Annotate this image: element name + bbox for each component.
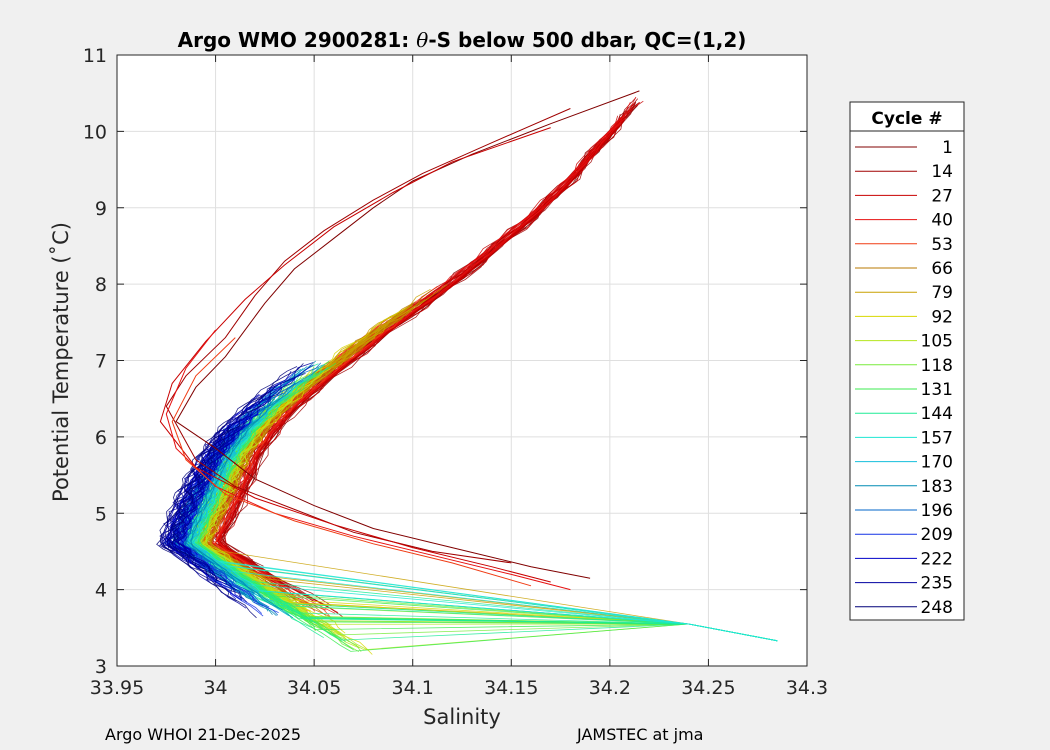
- legend-entry-label: 222: [921, 549, 953, 569]
- y-tick-label: 4: [95, 580, 107, 602]
- legend-entry-label: 1: [942, 138, 953, 158]
- y-tick-label: 5: [95, 503, 107, 525]
- legend-entry-label: 105: [921, 332, 953, 352]
- legend-title: Cycle #: [871, 109, 942, 129]
- profile-line: [181, 416, 254, 555]
- profile-line: [206, 319, 778, 642]
- legend-entries: 1 14 27 40 53 66 79 92 105 118 131 144 157 170 183 196 2…: [855, 138, 953, 618]
- title-prefix: Argo WMO 2900281:: [178, 28, 417, 52]
- profile-line: [192, 412, 269, 593]
- profile-line: [159, 416, 234, 569]
- legend-entry-label: 14: [931, 162, 953, 182]
- profile-curves: [156, 90, 778, 655]
- legend-entry-label: 144: [921, 404, 953, 424]
- profile-line: [205, 368, 331, 609]
- legend-entry-label: 27: [931, 186, 953, 206]
- profile-line: [164, 385, 276, 562]
- profile-line: [218, 293, 441, 556]
- title-suffix: -S below 500 dbar, QC=(1,2): [428, 28, 746, 52]
- y-tick-label: 11: [83, 45, 107, 67]
- profile-line: [177, 429, 238, 585]
- profile-line: [199, 422, 346, 642]
- x-tick-label: 34.2: [589, 677, 631, 699]
- grid-lines: [117, 55, 807, 666]
- profile-line: [171, 428, 234, 581]
- y-tick-label: 10: [83, 121, 107, 143]
- footer-left-credit: Argo WHOI 21-Dec-2025: [105, 725, 302, 744]
- profile-line: [190, 398, 294, 619]
- series-line-53: [171, 337, 532, 587]
- legend-entry-label: 40: [931, 211, 953, 231]
- legend-box: [849, 101, 965, 621]
- legend-entry-label: 170: [921, 453, 953, 473]
- y-axis-label: Potential Temperature (˚C): [49, 222, 73, 502]
- legend-entry-label: 66: [931, 259, 953, 279]
- legend-entry-label: 131: [921, 380, 953, 400]
- title-symbol: θ: [416, 28, 428, 52]
- x-tick-label: 34: [203, 677, 227, 699]
- profile-line: [173, 377, 296, 603]
- legend-entry-label: 53: [931, 235, 953, 255]
- profile-line: [191, 375, 778, 642]
- series-line-1: [175, 90, 640, 579]
- footer-right-credit: JAMSTEC at jma: [577, 725, 704, 744]
- x-axis-ticks: 33.95 34 34.05 34.1 34.15 34.2 34.25 34.3: [90, 55, 828, 699]
- profile-line: [205, 382, 332, 626]
- legend-entry-label: 92: [931, 307, 953, 327]
- legend-entry-label: 196: [921, 501, 953, 521]
- x-tick-label: 34.3: [786, 677, 828, 699]
- x-tick-label: 33.95: [90, 677, 144, 699]
- y-tick-label: 8: [95, 274, 107, 296]
- profile-line: [197, 422, 778, 642]
- series-line-40: [165, 329, 571, 591]
- chart-title: Argo WMO 2900281: θ-S below 500 dbar, QC…: [178, 28, 747, 52]
- series-line-27: [159, 127, 551, 583]
- profile-line: [164, 429, 237, 602]
- legend-entry-label: 183: [921, 477, 953, 497]
- y-tick-label: 7: [95, 351, 107, 373]
- x-tick-label: 34.1: [392, 677, 434, 699]
- legend: Cycle # 1 14 27 40 53 66 79 92 105 118 131 144 157 17…: [849, 101, 965, 621]
- x-axis-label: Salinity: [423, 705, 501, 729]
- x-tick-label: 34.05: [287, 677, 341, 699]
- legend-entry-label: 157: [921, 428, 953, 448]
- x-tick-label: 34.15: [484, 677, 538, 699]
- y-tick-label: 6: [95, 427, 107, 449]
- legend-entry-label: 79: [931, 283, 953, 303]
- y-axis-ticks: 3 4 5 6 7 8 9 10 11: [83, 45, 807, 678]
- y-tick-label: 3: [95, 656, 107, 678]
- legend-entry-label: 235: [921, 574, 953, 594]
- legend-entry-label: 248: [921, 598, 953, 618]
- y-tick-label: 9: [95, 198, 107, 220]
- legend-entry-label: 209: [921, 525, 953, 545]
- profile-line: [156, 366, 298, 555]
- legend-entry-label: 118: [921, 356, 953, 376]
- x-tick-label: 34.25: [681, 677, 735, 699]
